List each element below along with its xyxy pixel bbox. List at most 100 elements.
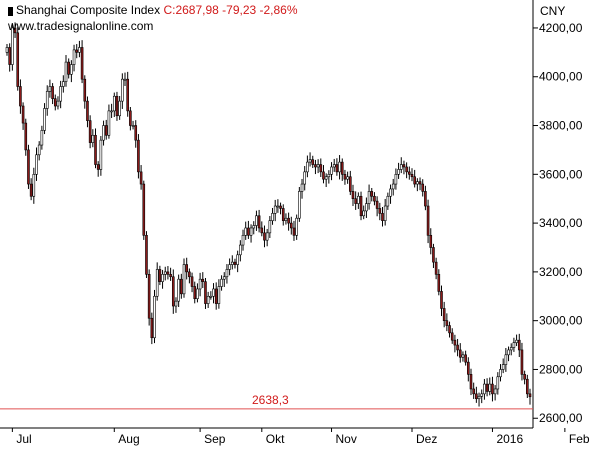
candle-body <box>410 174 414 178</box>
candle-body <box>174 300 178 307</box>
candle-body <box>354 198 357 204</box>
candle-body <box>150 317 154 339</box>
series-marker-icon <box>8 7 13 16</box>
candle-body <box>335 164 339 173</box>
candle-body <box>19 86 22 107</box>
candle-body <box>483 383 486 395</box>
x-tick-label: Dez <box>416 432 437 446</box>
candle-body <box>512 342 516 348</box>
chart-legend: Shanghai Composite Index C:2687,98 -79,2… <box>8 3 298 17</box>
candle-body <box>201 278 205 282</box>
candle-body <box>413 176 416 185</box>
candle-body <box>107 110 111 136</box>
candle-body <box>24 122 28 151</box>
candle-body <box>437 274 441 292</box>
candle-body <box>51 86 54 99</box>
candle-body <box>67 61 70 75</box>
candle-body <box>273 205 277 214</box>
candle-body <box>263 232 266 241</box>
candle-body <box>509 347 513 351</box>
candle-body <box>426 205 430 236</box>
candle-body <box>327 174 331 178</box>
candle-body <box>48 86 52 92</box>
candle-body <box>322 171 325 180</box>
candle-body <box>161 274 164 282</box>
instrument-name: Shanghai Composite Index <box>16 3 161 17</box>
candle-body <box>373 195 376 202</box>
y-tick-label: 3400,00 <box>539 216 583 230</box>
candle-body <box>193 286 197 300</box>
candle-body <box>365 203 368 212</box>
candles <box>5 22 532 407</box>
candle-body <box>378 208 382 214</box>
candle-body <box>265 232 269 241</box>
candle-body <box>86 100 89 121</box>
x-tick-label: 2016 <box>496 432 523 446</box>
candle-body <box>314 164 317 168</box>
candle-body <box>359 195 363 217</box>
candle-body <box>330 166 333 175</box>
candle-body <box>75 49 79 53</box>
candle-body <box>115 95 119 117</box>
candle-body <box>442 308 446 321</box>
candle-body <box>177 278 180 302</box>
candle-body <box>214 288 218 304</box>
y-tick-label: 3200,00 <box>539 265 583 279</box>
candle-body <box>91 134 95 143</box>
candle-body <box>306 161 309 173</box>
candle-body <box>142 183 146 236</box>
x-tick-label: Feb <box>569 432 590 446</box>
candle-body <box>324 176 328 180</box>
candle-body <box>118 100 121 117</box>
candle-body <box>21 105 25 124</box>
source-url: www.tradesignalonline.com <box>8 19 154 33</box>
candle-body <box>391 183 395 190</box>
candle-body <box>461 354 465 358</box>
candle-body <box>13 27 17 34</box>
y-tick-label: 3600,00 <box>539 167 583 181</box>
candle-body <box>204 281 207 304</box>
candle-body <box>236 254 239 265</box>
candle-body <box>475 393 478 400</box>
candle-body <box>209 295 213 298</box>
candle-body <box>421 183 425 192</box>
candle-body <box>434 261 438 275</box>
candle-body <box>397 169 400 175</box>
candle-body <box>80 47 84 80</box>
candle-body <box>222 276 226 280</box>
candle-body <box>104 125 108 136</box>
candle-body <box>37 144 41 156</box>
candle-body <box>362 210 366 217</box>
candle-body <box>233 261 237 265</box>
candle-body <box>241 234 245 246</box>
candle-body <box>445 320 449 326</box>
candle-body <box>182 264 186 295</box>
candle-body <box>59 86 62 102</box>
candle-body <box>169 274 172 278</box>
candle-body <box>126 78 129 112</box>
candle-body <box>370 191 374 197</box>
candle-body <box>517 339 521 351</box>
candle-body <box>279 205 282 209</box>
candle-body <box>440 291 443 309</box>
candle-body <box>268 220 272 234</box>
candle-body <box>346 176 349 180</box>
candle-body <box>394 174 398 185</box>
x-tick-label: Nov <box>336 432 357 446</box>
candle-body <box>453 339 457 346</box>
candle-body <box>255 215 258 226</box>
candle-body <box>171 276 175 307</box>
candle-body <box>458 349 462 358</box>
candle-body <box>515 339 518 343</box>
candle-body <box>448 325 451 334</box>
candle-body <box>145 234 148 275</box>
candle-body <box>381 213 384 221</box>
candle-body <box>311 159 315 165</box>
candle-body <box>375 200 379 209</box>
candle-body <box>405 166 408 173</box>
candle-body <box>424 191 427 207</box>
candle-body <box>289 222 293 229</box>
candle-body <box>303 171 307 185</box>
candle-body <box>408 171 411 175</box>
